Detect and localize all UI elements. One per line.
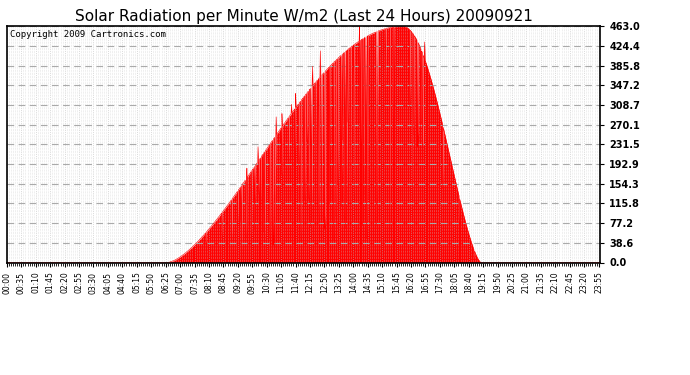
Title: Solar Radiation per Minute W/m2 (Last 24 Hours) 20090921: Solar Radiation per Minute W/m2 (Last 24…: [75, 9, 533, 24]
Text: Copyright 2009 Cartronics.com: Copyright 2009 Cartronics.com: [10, 30, 166, 39]
